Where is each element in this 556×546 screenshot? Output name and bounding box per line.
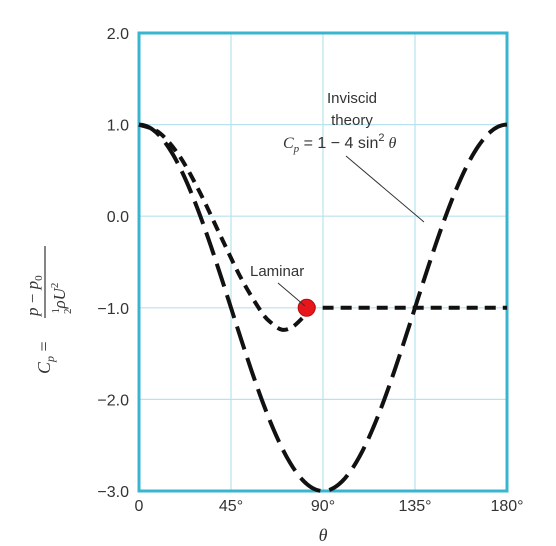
- inviscid-label-line1: Inviscid: [327, 90, 377, 107]
- y-tick-label: −2.0: [97, 392, 129, 409]
- y-tick-label: −1.0: [97, 301, 129, 318]
- y-axis-label: Cp = p − p0 12ρU2: [23, 246, 74, 374]
- svg-text:12ρU2: 12ρU2: [49, 283, 74, 314]
- x-tick-label: 45°: [219, 498, 243, 515]
- y-tick-label: 2.0: [107, 26, 129, 43]
- laminar-pointer-line: [277, 282, 306, 307]
- y-tick-label: −3.0: [97, 484, 129, 501]
- y-tick-labels: 2.0 1.0 0.0 −1.0 −2.0 −3.0: [97, 26, 129, 501]
- y-tick-label: 1.0: [107, 118, 129, 135]
- laminar-label: Laminar: [250, 263, 304, 280]
- series-inviscid-line: [138, 122, 508, 494]
- series-laminar-line: [138, 122, 507, 332]
- y-tick-label: 0.0: [107, 209, 129, 226]
- x-tick-labels: 0 45° 90° 135° 180°: [135, 498, 524, 515]
- x-axis-label: θ: [319, 525, 328, 545]
- svg-text:p − p0: p − p0: [23, 275, 45, 317]
- x-tick-label: 0: [135, 498, 144, 515]
- inviscid-formula: Cp = 1 − 4 sin2 θ: [283, 132, 396, 155]
- svg-text:Cp =: Cp =: [34, 341, 57, 374]
- inviscid-label-line2: theory: [331, 112, 373, 129]
- x-tick-label: 90°: [311, 498, 335, 515]
- x-tick-label: 180°: [490, 498, 523, 515]
- plot-frame: [137, 31, 509, 493]
- inviscid-annotation: Inviscid theory Cp = 1 − 4 sin2 θ: [283, 90, 425, 223]
- x-tick-label: 135°: [398, 498, 431, 515]
- inviscid-pointer-line: [345, 155, 425, 223]
- laminar-annotation: Laminar: [250, 263, 306, 307]
- grid-lines: [139, 33, 507, 491]
